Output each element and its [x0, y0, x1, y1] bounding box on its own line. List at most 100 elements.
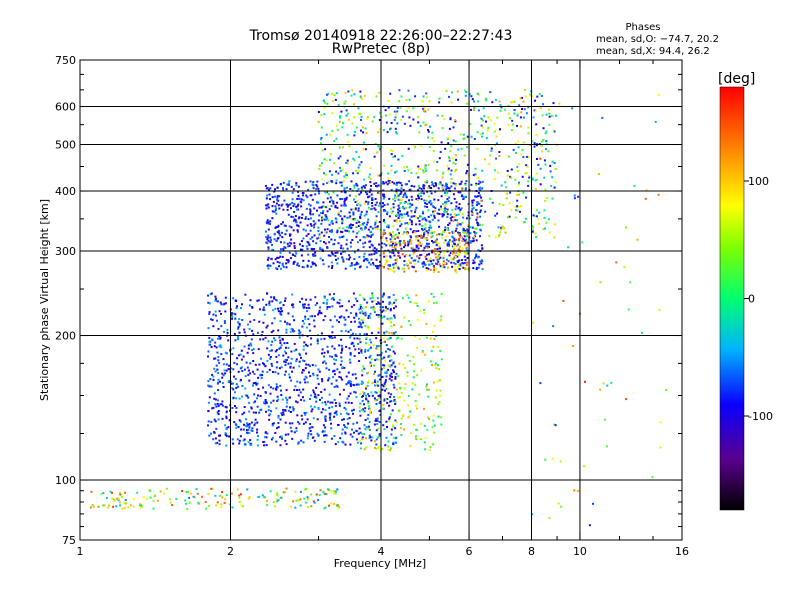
data-point — [424, 167, 427, 170]
data-point — [212, 378, 215, 381]
data-point — [430, 202, 433, 205]
data-point — [320, 206, 323, 209]
data-point — [432, 345, 435, 348]
grid-lines — [80, 60, 682, 540]
data-point — [385, 259, 388, 261]
data-point — [453, 261, 455, 264]
data-point — [291, 191, 294, 194]
data-point — [339, 393, 341, 396]
data-point — [300, 205, 303, 208]
data-point — [383, 204, 386, 207]
data-point — [103, 504, 106, 507]
data-point — [375, 313, 378, 316]
data-point — [400, 213, 403, 216]
data-point — [344, 443, 347, 446]
data-point — [319, 246, 322, 249]
data-point — [285, 352, 288, 355]
data-point — [326, 298, 329, 301]
data-point — [375, 429, 378, 432]
data-point — [400, 118, 403, 121]
data-point — [458, 232, 461, 234]
data-point — [382, 252, 385, 255]
data-point — [287, 245, 290, 248]
data-point — [223, 369, 226, 372]
data-point — [482, 107, 485, 110]
data-point — [267, 206, 270, 209]
data-point — [414, 208, 417, 211]
data-point — [384, 209, 387, 212]
data-point — [384, 389, 386, 392]
data-point — [545, 221, 548, 224]
data-point — [307, 241, 310, 244]
data-point — [318, 206, 321, 209]
data-point — [452, 182, 455, 185]
data-point — [551, 160, 554, 163]
data-point — [299, 248, 302, 251]
data-point — [330, 297, 333, 300]
data-point — [259, 308, 261, 311]
data-point — [375, 402, 378, 405]
data-point — [377, 184, 380, 187]
data-point — [261, 330, 264, 333]
data-point — [320, 396, 323, 399]
data-point — [394, 248, 397, 251]
data-point — [378, 445, 381, 448]
data-point — [367, 413, 370, 416]
data-point — [386, 426, 388, 428]
data-point — [348, 216, 351, 219]
data-point — [356, 300, 359, 303]
data-point — [301, 245, 304, 247]
data-point — [499, 231, 502, 234]
data-point — [385, 237, 388, 240]
data-point — [394, 365, 397, 368]
data-point — [433, 215, 436, 217]
data-point — [424, 110, 427, 113]
data-point — [169, 501, 172, 504]
data-point — [384, 444, 387, 447]
data-point — [268, 300, 271, 303]
data-point — [230, 367, 233, 370]
data-point — [438, 253, 441, 256]
data-point — [458, 245, 461, 248]
data-point — [474, 173, 477, 176]
data-point — [256, 438, 259, 441]
data-point — [355, 438, 358, 441]
data-point — [414, 335, 416, 338]
data-point — [388, 377, 391, 380]
data-point — [316, 237, 319, 240]
data-point — [386, 131, 389, 134]
data-point — [252, 352, 255, 355]
data-point — [527, 180, 530, 183]
data-point — [456, 224, 459, 227]
data-point — [217, 410, 220, 412]
data-point — [346, 133, 349, 136]
data-point — [394, 376, 397, 378]
data-point — [392, 383, 395, 386]
data-point — [431, 262, 434, 265]
data-point — [446, 138, 449, 141]
data-point — [267, 246, 270, 249]
data-point — [337, 213, 340, 216]
data-point — [235, 424, 238, 427]
data-point — [458, 267, 461, 270]
data-point — [329, 196, 332, 199]
data-point — [371, 227, 374, 230]
data-point — [210, 432, 212, 435]
data-point — [400, 427, 402, 430]
data-point — [341, 256, 344, 259]
data-point — [414, 383, 417, 386]
data-point — [314, 193, 317, 196]
data-point — [304, 217, 307, 220]
data-point — [545, 113, 548, 116]
data-point — [116, 497, 119, 500]
data-point — [330, 437, 333, 440]
data-point — [394, 419, 397, 422]
data-point — [216, 441, 219, 444]
data-point — [390, 447, 392, 450]
data-point — [341, 198, 344, 200]
data-point — [236, 438, 239, 441]
data-point — [448, 156, 450, 159]
data-point — [305, 352, 308, 355]
data-point — [276, 231, 279, 234]
data-point — [365, 426, 368, 429]
